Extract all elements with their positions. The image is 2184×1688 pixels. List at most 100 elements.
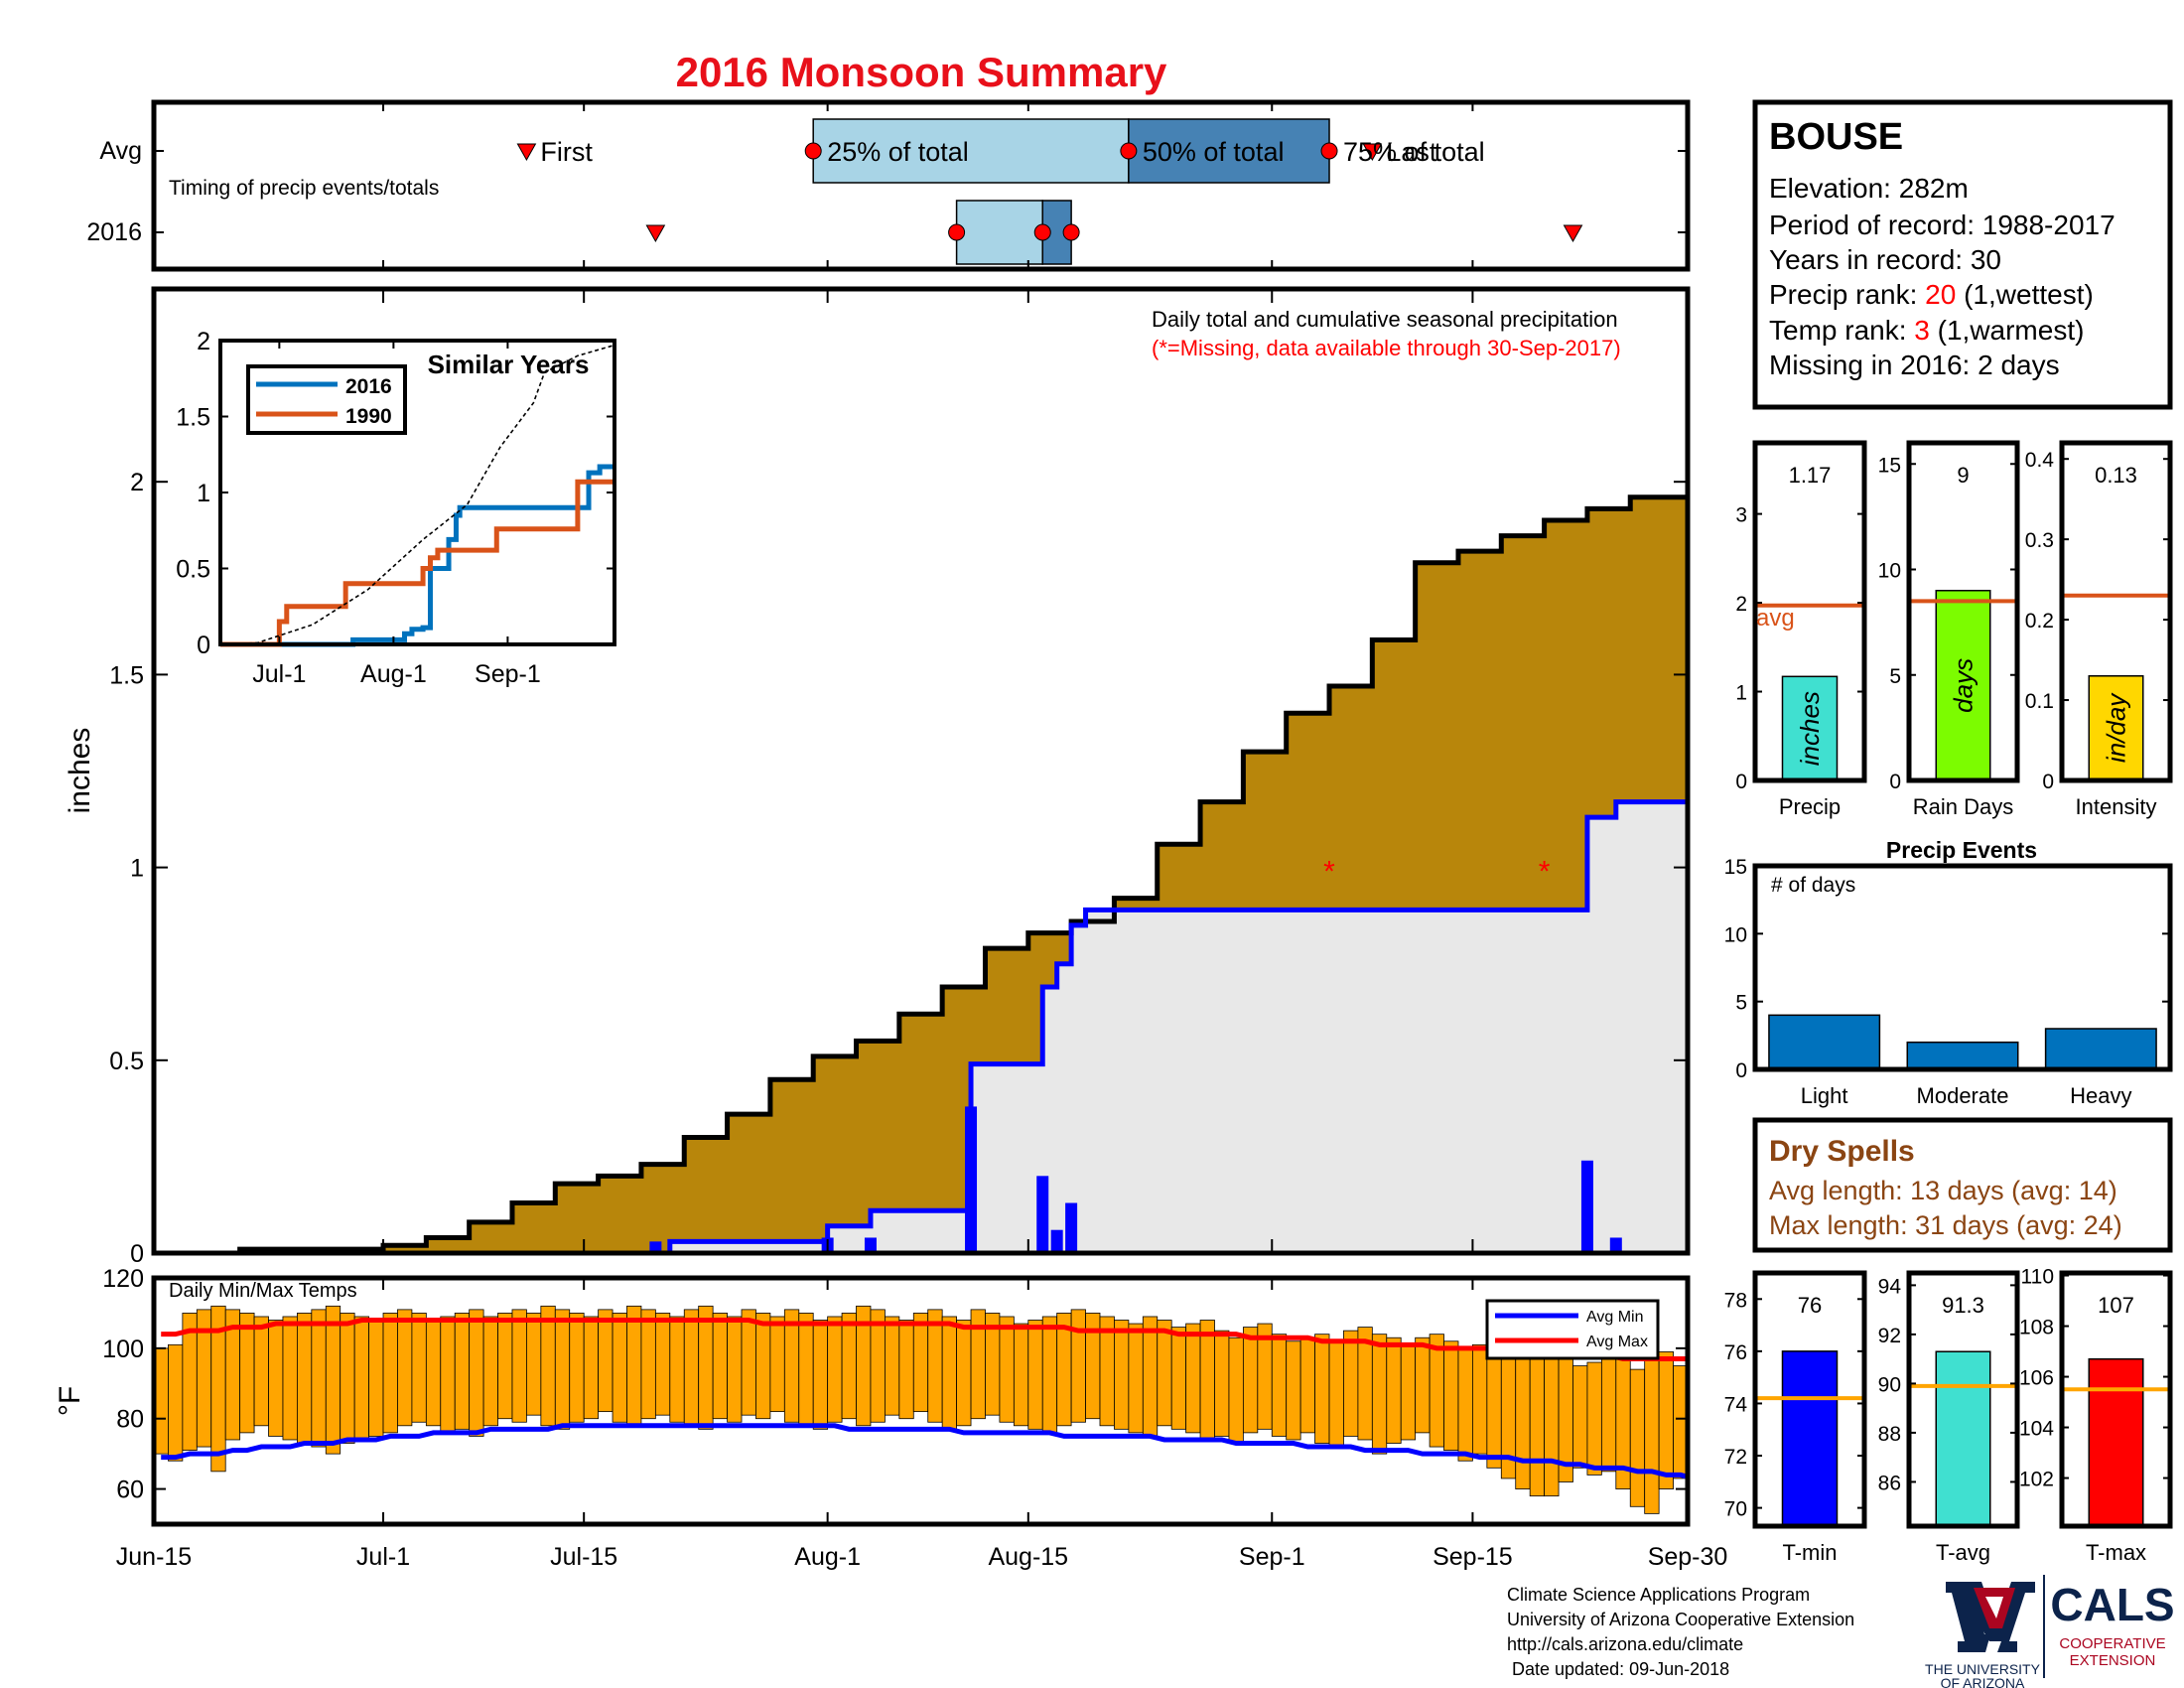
timing-quantile-dot-2016 <box>1062 223 1080 241</box>
daily-temp-bar <box>1228 1336 1244 1444</box>
timing-label-first: First <box>540 137 593 167</box>
station-temp-rank: Temp rank: 3 (1,warmest) <box>1769 315 2084 346</box>
precip-note-line1: Daily total and cumulative seasonal prec… <box>1152 307 1618 332</box>
t-avg-summary-y-tick-label: 94 <box>1878 1275 1902 1298</box>
similar-years-inset: 0 0.5 1 1.5 2 Jul-1 Aug-1 Sep-1 Similar Years 2… <box>176 328 616 688</box>
inset-legend-box <box>246 364 407 435</box>
station-info-frame <box>1752 99 2173 410</box>
daily-temp-bar <box>912 1313 929 1413</box>
daily-temp-bar <box>941 1316 957 1430</box>
inset-y-tick-label: 1 <box>197 480 210 507</box>
precip-events-note: # of days <box>1771 874 1855 897</box>
precip-y-tick-label: 0.5 <box>109 1048 144 1075</box>
daily-temp-bar <box>168 1343 184 1462</box>
precip-summary-y-tick-label: 0 <box>1735 771 1747 793</box>
t-max-summary-category-label: T-max <box>2086 1540 2146 1565</box>
t-max-summary-axes-box <box>2059 1270 2173 1529</box>
daily-temp-bar <box>683 1309 700 1427</box>
x-date-tick-label: Aug-15 <box>988 1543 1068 1571</box>
temps-y-tick-label: 60 <box>116 1477 144 1504</box>
daily-temp-bar <box>397 1309 413 1427</box>
daily-temp-bar <box>253 1316 269 1427</box>
intensity-summary-category-label: Intensity <box>2076 794 2157 819</box>
precip-y-tick-label: 2 <box>130 469 144 496</box>
precip-events-y-tick-label: 5 <box>1735 992 1747 1015</box>
daily-temp-bar <box>698 1305 714 1430</box>
cals-logo: CALS COOPERATIVE EXTENSION <box>2050 1579 2174 1669</box>
daily-temp-bar <box>1429 1334 1444 1448</box>
daily-temp-bar <box>1586 1361 1602 1476</box>
dry-spells-frame <box>1752 1117 2173 1253</box>
daily-temp-bar <box>870 1309 886 1423</box>
intensity-summary-y-tick-label: 0 <box>2042 771 2054 793</box>
t-min-summary-bar <box>1781 1350 1839 1527</box>
cals-line1: COOPERATIVE <box>2059 1635 2165 1652</box>
timing-row-label-avg: Avg <box>99 137 142 165</box>
precip-summary-bar <box>1781 675 1839 781</box>
daily-temp-bar <box>425 1320 442 1427</box>
precip-y-tick-label: 1.5 <box>109 661 144 689</box>
avg-max-line <box>161 1318 1688 1361</box>
dry-spells-box: Dry Spells Avg length: 13 days (avg: 14)… <box>1752 1117 2173 1253</box>
avg-min-line <box>161 1423 1688 1479</box>
timing-last-marker-2016 <box>1563 224 1583 243</box>
daily-temp-bar <box>1544 1358 1560 1497</box>
footer-line2: University of Arizona Cooperative Extens… <box>1507 1610 1854 1629</box>
daily-temp-bar <box>1114 1320 1130 1430</box>
precip-events-y-tick-label: 10 <box>1724 923 1747 946</box>
intensity-summary-unit-label: in/day <box>2102 692 2131 763</box>
daily-temp-bar <box>325 1305 341 1455</box>
daily-temp-bar <box>812 1320 829 1430</box>
daily-temp-bar <box>741 1309 756 1416</box>
temps-y-ticks: 60 80 100 120 <box>102 1265 1688 1504</box>
inset-title: Similar Years <box>428 350 590 379</box>
rain-days-summary-value-label: 9 <box>1957 463 1969 488</box>
precip-events-bar <box>1906 1041 2019 1070</box>
timing-first-marker-2016 <box>645 224 666 243</box>
precip-axes-box <box>151 286 1691 1256</box>
obs-cumulative-line <box>154 799 1688 1256</box>
summary-bars: inches 1.17 0 1 2 3 Precip days 9 0 5 10 15 Rain Days… <box>1735 440 2173 819</box>
avg-cumulative-line <box>154 492 1691 1256</box>
precip-panel: * * 00.511.52 inches Daily total and cumu… <box>64 286 1691 1268</box>
timing-quantile-dot-2016 <box>1033 223 1051 241</box>
daily-precip-bar <box>1065 1202 1078 1253</box>
t-avg-summary-y-tick-label: 90 <box>1878 1373 1901 1396</box>
precip-y-tick-label: 0 <box>130 1240 144 1268</box>
daily-temp-bar <box>569 1313 585 1423</box>
daily-temp-bar <box>1199 1320 1215 1441</box>
t-min-summary-y-tick-label: 70 <box>1724 1498 1747 1521</box>
rain-days-summary-y-tick-label: 5 <box>1889 665 1901 688</box>
station-precip-rank: Precip rank: 20 (1,wettest) <box>1769 279 2094 310</box>
daily-temp-bar <box>1486 1354 1502 1469</box>
daily-temp-bar <box>239 1313 255 1434</box>
precip-events-y-tick-label: 15 <box>1724 856 1747 879</box>
footer-line1: Climate Science Applications Program <box>1507 1585 1810 1605</box>
temps-y-tick-label: 100 <box>102 1336 144 1363</box>
timing-label-75: 75% of total <box>1343 137 1485 167</box>
t-avg-summary-y-tick-label: 92 <box>1878 1325 1901 1347</box>
daily-temp-bar <box>827 1316 843 1423</box>
daily-temp-bar <box>296 1313 313 1444</box>
t-avg-summary-y-tick-label: 88 <box>1878 1423 1901 1446</box>
precip-summary-y-tick-label: 1 <box>1735 682 1747 705</box>
daily-temp-bar <box>1214 1330 1230 1437</box>
timing-box-25-50-avg <box>812 118 1130 184</box>
timing-note: Timing of precip events/totals <box>169 177 439 200</box>
daily-temp-bar <box>1658 1351 1674 1489</box>
rain-days-summary-y-tick-label: 10 <box>1878 560 1901 583</box>
precip-events-marks: Light Moderate Heavy 0 5 10 15 <box>1724 856 2170 1108</box>
precip-events-category-label: Light <box>1801 1083 1848 1108</box>
daily-temp-bar <box>1070 1309 1086 1423</box>
university-of-arizona-logo: THE UNIVERSITY OF ARIZONA <box>1925 1582 2041 1688</box>
temp-rank-prefix: Temp rank: <box>1769 315 1914 346</box>
x-date-tick-label: Sep-1 <box>1239 1543 1305 1571</box>
temps-legend-label-avg-max: Avg Max <box>1586 1334 1648 1350</box>
x-date-ticks: Jun-15 Jul-1 Jul-15 Aug-1 Aug-15 Sep-1 Sep-15 S… <box>116 1278 1727 1571</box>
daily-temp-bar <box>626 1305 642 1427</box>
daily-temp-bar <box>885 1316 900 1416</box>
t-min-summary-category-label: T-min <box>1783 1540 1838 1565</box>
daily-temp-bar <box>999 1316 1015 1423</box>
intensity-summary-y-tick-label: 0.3 <box>2025 529 2054 552</box>
daily-temp-bar <box>1629 1368 1646 1507</box>
